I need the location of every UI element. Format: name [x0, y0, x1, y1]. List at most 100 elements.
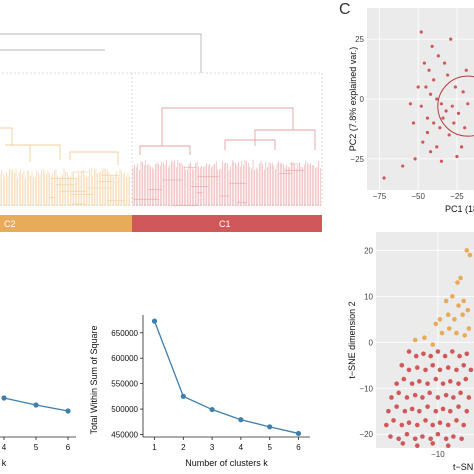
data-point: [424, 85, 428, 89]
data-point: [458, 390, 463, 396]
data-point: [404, 395, 410, 400]
data-point: [464, 248, 470, 253]
data-point: [450, 294, 455, 299]
data-point: [425, 404, 430, 409]
data-point: [442, 61, 447, 65]
data-point: [467, 252, 473, 258]
data-point: [414, 443, 420, 449]
dendrogram-link: [139, 145, 191, 155]
data-point: [436, 54, 440, 58]
data-point: [386, 408, 391, 414]
data-point: [443, 392, 449, 398]
dendrogram: [0, 33, 323, 206]
dendrogram-link: [254, 122, 316, 150]
data-point: [406, 349, 412, 354]
data-point: [445, 443, 451, 449]
data-point: [466, 326, 472, 331]
cluster-bar-c2: [0, 215, 132, 232]
data-point: [399, 422, 405, 428]
data-point: [430, 422, 436, 428]
data-point: [421, 140, 425, 144]
data-point: [440, 406, 446, 412]
data-point: [445, 422, 451, 428]
data-point: [402, 408, 408, 414]
data-point: [450, 104, 454, 108]
data-point: [443, 436, 449, 442]
elbow-chart-partial: 4 5 6 k: [0, 395, 76, 468]
cluster-ellipse: [437, 75, 474, 137]
data-point: [442, 353, 448, 359]
y-axis-label: t−SNE dimension 2: [347, 301, 357, 378]
data-point: [425, 116, 430, 120]
data-point: [456, 381, 461, 386]
x-axis-label: PC1 (18: [445, 204, 474, 214]
dendrogram-link: [161, 107, 294, 122]
data-point: [439, 102, 444, 106]
data-point: [443, 298, 449, 304]
x-tick-label: −10: [431, 450, 445, 459]
data-point: [417, 379, 422, 384]
y-axis-label: PC2 (7.8% explained var.): [348, 47, 358, 152]
series-line: [153, 320, 299, 435]
data-point: [459, 145, 464, 149]
data-point: [388, 434, 393, 439]
data-point: [468, 367, 474, 373]
data-point: [406, 367, 412, 373]
data-point: [439, 159, 444, 163]
data-point: [430, 44, 434, 48]
data-point: [425, 130, 430, 135]
x-tick-label: −75: [373, 192, 387, 201]
data-point: [446, 326, 452, 331]
data-point: [456, 111, 461, 115]
y-tick-label: 10: [364, 292, 373, 301]
data-point: [423, 367, 428, 373]
x-tick-label: 1: [152, 443, 157, 452]
data-point: [413, 353, 419, 359]
y-axis-label: Total Within Sum of Square: [89, 325, 99, 434]
y-tick-label: 500000: [111, 405, 138, 414]
data-point: [449, 37, 453, 41]
data-point: [463, 376, 469, 382]
y-tick-label: −25: [350, 155, 364, 164]
data-point: [435, 97, 439, 101]
data-point: [437, 367, 443, 373]
data-point: [428, 353, 433, 359]
data-point: [416, 85, 420, 89]
data-point: [458, 275, 463, 281]
x-tick-label: 5: [267, 443, 272, 452]
data-point: [445, 365, 451, 370]
data-point: [209, 406, 215, 413]
x-tick-label: 6: [296, 443, 301, 452]
data-point: [412, 337, 418, 343]
data-point: [151, 318, 158, 324]
data-point: [435, 349, 441, 354]
data-point: [412, 436, 418, 442]
x-tick-label: −50: [411, 192, 425, 201]
data-point: [464, 408, 470, 414]
data-point: [422, 61, 426, 65]
elbow-chart: 450000 500000 550000 600000 650000 1 2 3 4 5 6 Numb…: [89, 315, 310, 468]
data-point: [394, 404, 399, 409]
y-tick-label: 0: [360, 95, 365, 104]
data-point: [461, 362, 466, 368]
x-tick-label: −25: [450, 192, 464, 201]
data-point: [435, 431, 441, 437]
cluster-label-c1: C1: [219, 219, 231, 229]
data-point: [454, 330, 459, 336]
data-point: [465, 307, 471, 313]
data-point: [406, 420, 412, 426]
data-point: [438, 126, 442, 130]
data-point: [401, 376, 407, 382]
data-point: [33, 402, 39, 408]
y-tick-label: 20: [364, 246, 373, 255]
panel-label: C: [339, 1, 351, 18]
data-point: [466, 395, 472, 400]
data-point: [414, 365, 420, 370]
data-point: [408, 102, 413, 106]
y-tick-label: 0: [369, 338, 374, 347]
data-point: [437, 420, 443, 426]
data-point: [382, 176, 386, 180]
dendrogram-link: [69, 151, 119, 165]
data-point: [389, 395, 394, 400]
